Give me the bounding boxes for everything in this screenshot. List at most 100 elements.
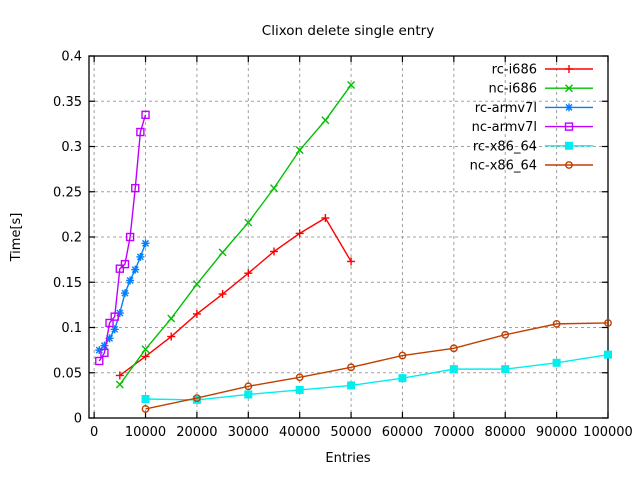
marker-asterisk — [136, 253, 144, 261]
legend-label-rc-x86_64: rc-x86_64 — [473, 139, 537, 154]
marker-square-open — [125, 232, 135, 242]
marker-cross — [218, 248, 227, 257]
plot-border — [88, 55, 609, 419]
marker-square-open — [105, 318, 114, 328]
marker-asterisk — [131, 266, 139, 274]
y-tick-label: 0 — [74, 412, 82, 427]
marker-cross — [295, 146, 304, 155]
x-tick-label: 40000 — [279, 425, 320, 440]
x-tick-label: 0 — [90, 425, 98, 440]
chart-title: Clixon delete single entry — [262, 23, 434, 39]
series-nc-armv7l — [95, 110, 150, 366]
marker-square-filled — [398, 374, 407, 383]
marker-circle-open — [193, 394, 201, 402]
legend-label-rc-armv7l: rc-armv7l — [475, 101, 537, 116]
marker-square-open — [131, 183, 140, 193]
marker-asterisk — [111, 325, 119, 333]
y-axis-label: Time[s] — [9, 213, 24, 263]
marker-square-open — [120, 259, 130, 269]
marker-circle-open — [604, 319, 612, 327]
marker-square-open — [115, 264, 125, 273]
marker-circle-open — [244, 382, 253, 391]
y-tick-labels: 0 0.05 0.1 0.15 0.2 0.25 0.3 0.35 0.4 — [53, 50, 82, 427]
legend-label-nc-i686: nc-i686 — [488, 82, 537, 97]
series-line-rc-i686 — [119, 217, 352, 377]
marker-asterisk — [106, 334, 114, 342]
marker-square-open — [110, 312, 119, 321]
series-rc-i686 — [115, 213, 356, 380]
marker-cross — [347, 80, 356, 89]
marker-square-filled — [565, 141, 573, 150]
marker-square-open — [95, 356, 104, 366]
x-tick-label: 10000 — [125, 425, 166, 440]
y-tick-label: 0.3 — [61, 140, 82, 155]
series-line-nc-i686 — [119, 84, 352, 385]
legend-item-nc-i686: nc-i686 — [488, 82, 593, 97]
y-tick-label: 0.2 — [61, 231, 82, 246]
marker-circle-open — [295, 373, 304, 382]
x-tick-label: 30000 — [228, 425, 269, 440]
marker-circle-open — [501, 330, 510, 339]
marker-square-open — [564, 122, 574, 131]
marker-cross — [269, 184, 278, 193]
marker-cross — [115, 380, 124, 389]
series-line-nc-armv7l — [98, 114, 147, 362]
series-line-rc-x86_64 — [145, 353, 609, 401]
marker-cross — [167, 314, 176, 323]
series-line-nc-x86_64 — [145, 322, 609, 410]
legend-label-nc-x86_64: nc-x86_64 — [470, 159, 537, 174]
marker-circle-open — [552, 319, 561, 328]
marker-square-open — [141, 110, 150, 120]
x-tick-label: 100000 — [583, 425, 633, 440]
marker-square-filled — [501, 365, 510, 374]
legend-item-rc-armv7l: rc-armv7l — [475, 101, 593, 116]
legend-item-rc-x86_64: rc-x86_64 — [473, 139, 593, 154]
legend-item-nc-x86_64: nc-x86_64 — [470, 159, 593, 174]
legend-item-rc-i686: rc-i686 — [492, 63, 593, 78]
x-axis-label: Entries — [325, 451, 371, 466]
x-tick-label: 20000 — [176, 425, 217, 440]
marker-square-filled — [244, 390, 253, 399]
series-rc-x86_64 — [141, 350, 612, 404]
legend: rc-i686 nc-i686 rc-armv7l nc-armv7l rc-x86_6… — [470, 63, 593, 174]
marker-square-filled — [604, 350, 612, 359]
legend-label-rc-i686: rc-i686 — [492, 63, 537, 78]
legend-item-nc-armv7l: nc-armv7l — [472, 120, 593, 135]
marker-cross — [565, 84, 573, 93]
marker-square-filled — [141, 394, 150, 403]
x-tick-label: 50000 — [330, 425, 371, 440]
marker-square-filled — [295, 385, 304, 394]
marker-square-filled — [347, 381, 356, 390]
x-tick-label: 70000 — [433, 425, 474, 440]
series-rc-armv7l — [95, 239, 150, 355]
x-tick-labels: 0 10000 20000 30000 40000 50000 60000 70000 8000… — [90, 425, 633, 440]
marker-circle-open — [449, 344, 458, 353]
x-tick-label: 80000 — [485, 425, 526, 440]
marker-circle-open — [141, 405, 150, 413]
marker-asterisk — [142, 239, 150, 247]
marker-square-filled — [449, 365, 458, 374]
marker-cross — [192, 280, 201, 289]
y-tick-label: 0.05 — [53, 366, 82, 381]
series-nc-x86_64 — [141, 319, 612, 413]
marker-square-filled — [192, 395, 201, 404]
marker-asterisk — [121, 289, 129, 297]
y-tick-label: 0.15 — [53, 276, 82, 291]
tick-layer — [89, 55, 609, 419]
series-nc-i686 — [115, 80, 356, 389]
marker-circle-open — [347, 363, 355, 372]
marker-cross — [321, 116, 330, 125]
x-tick-label: 60000 — [382, 425, 423, 440]
marker-circle-open — [565, 161, 573, 169]
y-tick-label: 0.25 — [53, 185, 82, 200]
x-tick-label: 90000 — [536, 425, 577, 440]
series-layer — [95, 80, 612, 413]
marker-cross — [141, 345, 150, 354]
marker-asterisk — [126, 276, 134, 284]
marker-square-filled — [552, 358, 561, 367]
y-tick-label: 0.4 — [61, 50, 82, 65]
y-tick-label: 0.1 — [61, 321, 82, 336]
marker-circle-open — [398, 351, 407, 360]
